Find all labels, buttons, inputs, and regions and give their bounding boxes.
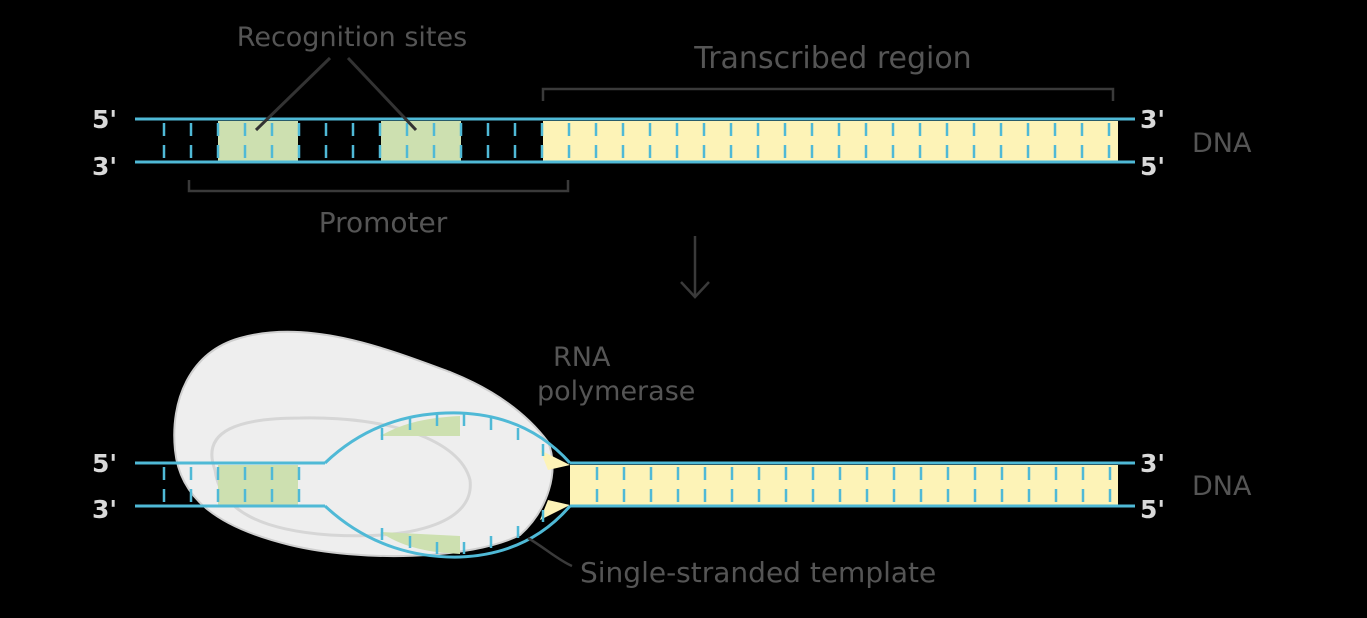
bubble-upper-strand [323,411,572,465]
recognition-pointer-1 [254,56,332,132]
base-pair-ticks [162,414,1112,554]
transcribed-region-shading [543,121,1118,161]
bottom-left-3prime: 3' [92,152,117,181]
transcribed-region-shading-bottom [570,465,1118,505]
bottom-bottom-right-5prime: 5' [1140,495,1165,524]
bottom-dna-panel: RNA polymerase Single-stranded template … [92,330,1252,589]
top-dna-panel: Recognition sites Transcribed region Pro… [92,22,1252,239]
template-pointer [527,536,573,568]
bottom-bottom-left-3prime: 3' [92,495,117,524]
rna-polymerase-inner-outline [210,416,472,538]
bottom-top-right-3prime: 3' [1140,449,1165,478]
bubble-lower-strand [323,504,572,559]
transcribed-region-bracket [541,87,1115,101]
bubble-bottom-green [380,532,460,554]
bottom-right-5prime: 5' [1140,152,1165,181]
base-pair-ticks [162,123,1111,158]
promoter-label: Promoter [319,206,448,239]
recognition-pointer-2 [346,56,418,132]
recognition-sites-label: Recognition sites [237,22,467,53]
transcribed-region-label: Transcribed region [693,41,971,76]
recognition-site-left [218,465,298,505]
bubble-bottom-yellow [540,500,570,520]
single-stranded-template-label: Single-stranded template [580,556,936,589]
rna-polymerase-label-line1: RNA [553,342,611,373]
top-right-3prime: 3' [1140,105,1165,134]
rna-polymerase-shape [173,330,554,558]
bottom-top-left-5prime: 5' [92,449,117,478]
promoter-bracket [187,180,570,193]
bubble-top-yellow [540,450,570,470]
recognition-site-2 [381,121,461,161]
bubble-top-green [380,416,460,436]
dna-label-top: DNA [1192,128,1252,159]
down-arrow-icon [680,236,710,299]
rna-polymerase-label-line2: polymerase [537,376,695,407]
dna-label-bottom: DNA [1192,471,1252,502]
top-left-5prime: 5' [92,105,117,134]
